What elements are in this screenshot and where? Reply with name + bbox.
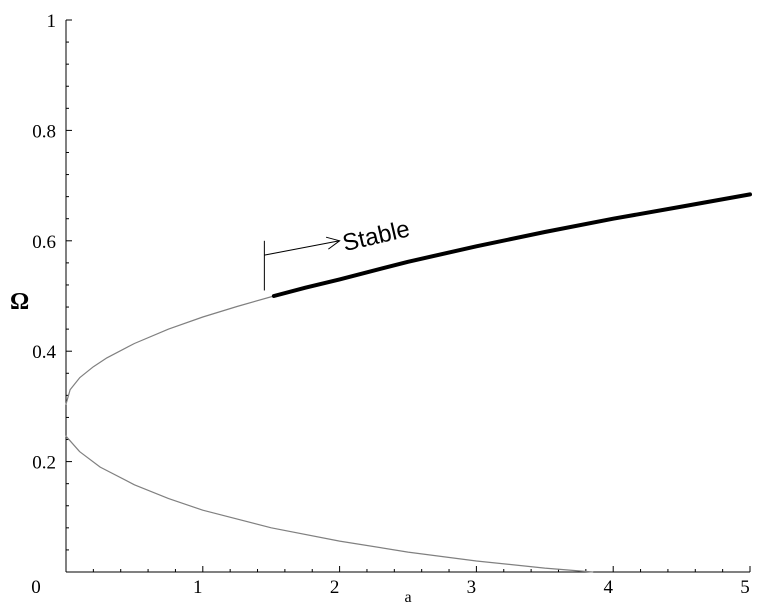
x-tick-label: 1 (193, 577, 203, 598)
axes (65, 20, 750, 573)
y-axis-label: Ω (10, 289, 29, 315)
x-axis-label: a (404, 589, 411, 606)
y-tick-label: 0.4 (32, 342, 56, 363)
arrow-shaft (264, 240, 340, 256)
y-tick-label: 1 (47, 11, 57, 32)
stable-branch-line (271, 192, 752, 298)
y-tick-label: 0.2 (32, 453, 56, 474)
x-tick-label: 5 (740, 577, 750, 598)
tick-labels: 0 1 2 3 4 5 0.2 0.4 0.6 0.8 1 (31, 11, 750, 598)
y-tick-label: 0.8 (32, 121, 56, 142)
x-tick-label: 4 (603, 577, 613, 598)
x-tick-label: 2 (330, 577, 340, 598)
arrow (264, 236, 341, 256)
series-layer (65, 192, 752, 573)
unstable-branch-line (65, 295, 275, 405)
y-tick-label: 0.6 (32, 232, 56, 253)
x-tick-label: 3 (467, 577, 477, 598)
arrow-head (325, 236, 341, 250)
x-tick-label: 0 (31, 577, 41, 598)
unstable-branch-line (65, 435, 594, 573)
ticks (65, 19, 751, 573)
stable-annotation: Stable (340, 215, 412, 257)
